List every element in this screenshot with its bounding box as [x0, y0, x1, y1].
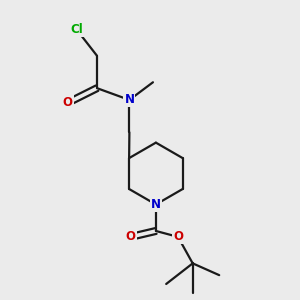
Text: O: O: [63, 96, 73, 110]
Text: N: N: [124, 93, 134, 106]
Text: N: N: [151, 198, 161, 211]
Text: Cl: Cl: [70, 23, 83, 36]
Text: O: O: [173, 230, 183, 243]
Text: O: O: [126, 230, 136, 243]
